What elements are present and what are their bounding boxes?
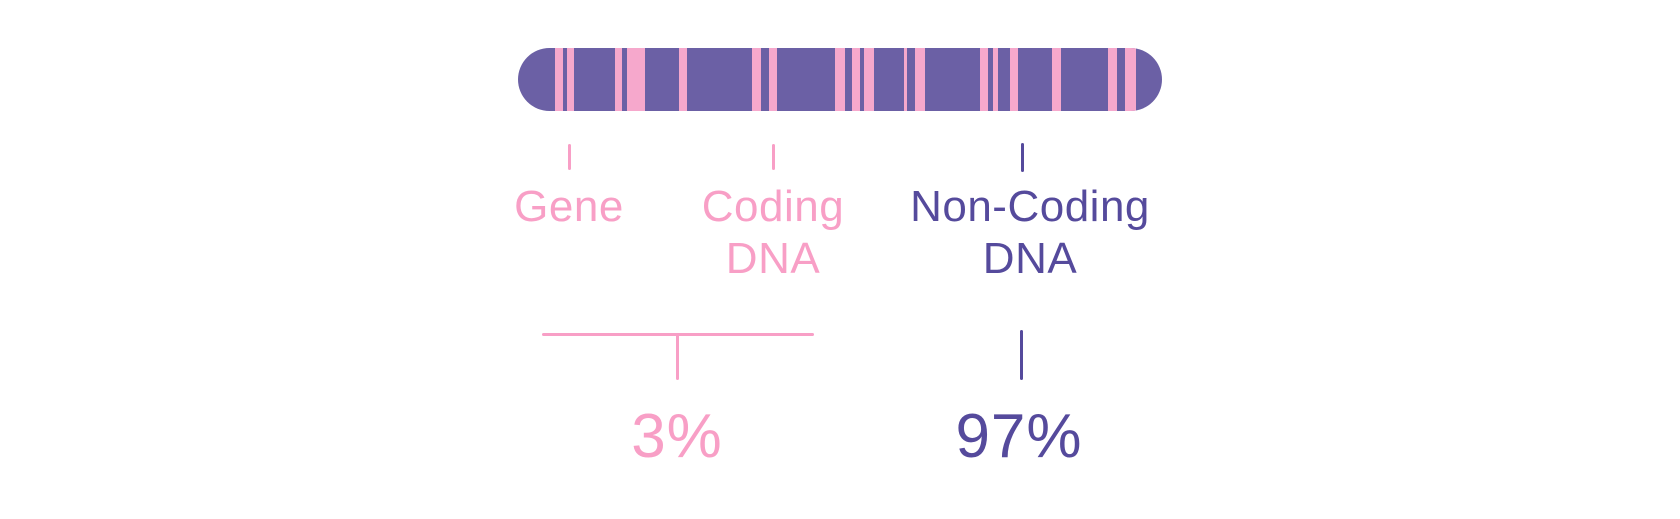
chromosome-band [1125, 48, 1136, 111]
coding-dna-percentage: 3% [631, 402, 723, 471]
chromosome-band [993, 48, 998, 111]
non-coding-percent-tick [1020, 330, 1023, 380]
non-coding-dna-tick [1021, 143, 1024, 172]
chromosome-band [752, 48, 761, 111]
chromosome-band [1010, 48, 1018, 111]
coding-dna-tick [772, 144, 775, 170]
chromosome-band [835, 48, 845, 111]
chromosome-band [769, 48, 777, 111]
chromosome-band [915, 48, 925, 111]
non-coding-dna-label: Non-Coding DNA [910, 182, 1150, 283]
chromosome-band [904, 48, 907, 111]
chromosome-band [555, 48, 563, 111]
chromosome-band [627, 48, 645, 111]
chromosome-band [1108, 48, 1117, 111]
chromosome-bar [518, 48, 1162, 111]
chromosome-band [980, 48, 988, 111]
non-coding-dna-percentage: 97% [955, 402, 1083, 471]
gene-label: Gene [514, 182, 624, 231]
chromosome-band [1052, 48, 1061, 111]
chromosome-band [852, 48, 860, 111]
chromosome-band [679, 48, 687, 111]
chromosome-band [567, 48, 574, 111]
coding-dna-label: Coding DNA [701, 182, 845, 283]
coding-group-bracket-stem [676, 333, 679, 380]
gene-tick [568, 144, 571, 170]
chromosome-band [615, 48, 622, 111]
chromosome-band [864, 48, 874, 111]
